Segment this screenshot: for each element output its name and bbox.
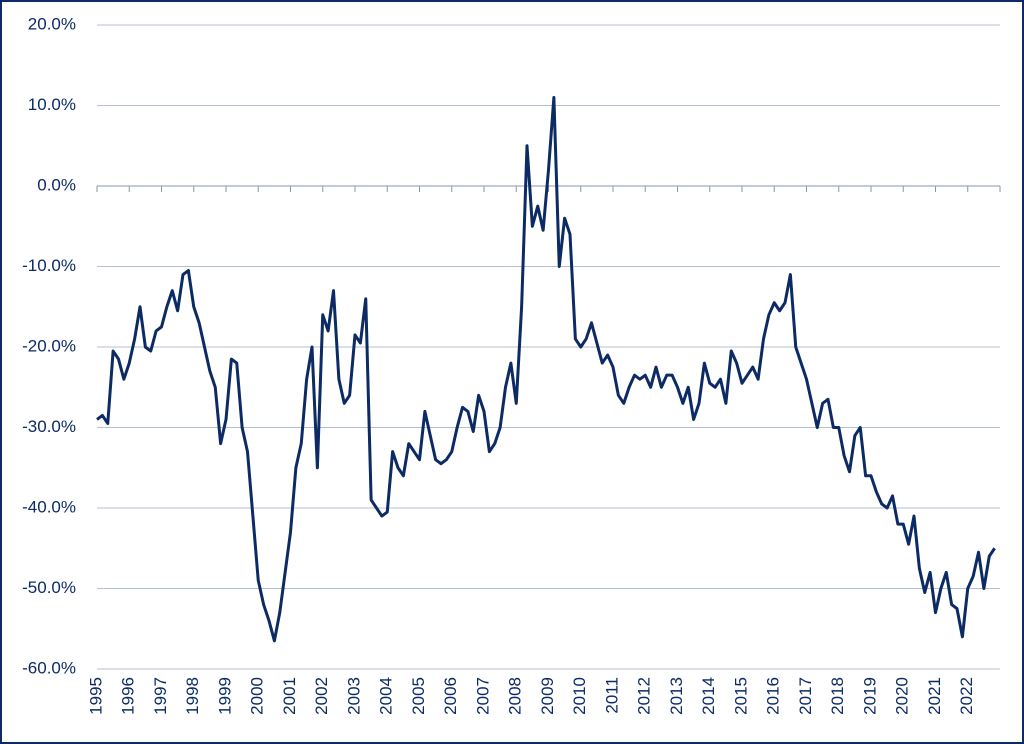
x-tick-label: 2005 [409, 677, 428, 715]
x-tick-label: 2004 [377, 677, 396, 715]
x-tick-label: 2016 [764, 677, 783, 715]
x-tick-label: 2012 [635, 677, 654, 715]
x-tick-label: 2009 [538, 677, 557, 715]
x-tick-label: 2006 [441, 677, 460, 715]
y-tick-label: 10.0% [28, 95, 76, 114]
line-series [96, 95, 996, 643]
x-tick-label: 2013 [667, 677, 686, 715]
x-tick-label: 2001 [280, 677, 299, 715]
x-tick-label: 2018 [828, 677, 847, 715]
x-tick-label: 2011 [602, 677, 621, 714]
x-tick-label: 1995 [86, 677, 105, 715]
y-tick-label: 0.0% [37, 175, 76, 194]
x-tick-label: 2014 [699, 677, 718, 715]
y-tick-label: -40.0% [22, 497, 76, 516]
x-tick-label: 2002 [312, 677, 331, 715]
x-tick-label: 2022 [957, 677, 976, 715]
x-tick-label: 2019 [860, 677, 879, 715]
y-tick-label: -20.0% [22, 336, 76, 355]
x-tick-label: 2017 [796, 677, 815, 715]
y-tick-label: -60.0% [22, 658, 76, 677]
x-tick-label: 2008 [506, 677, 525, 715]
x-tick-label: 2000 [248, 677, 267, 715]
x-tick-label: 1997 [151, 677, 170, 715]
y-tick-label: -10.0% [22, 256, 76, 275]
x-tick-label: 2021 [925, 677, 944, 715]
x-tick-label: 2003 [344, 677, 363, 715]
y-tick-label: -30.0% [22, 417, 76, 436]
y-tick-label: -50.0% [22, 578, 76, 597]
x-tick-label: 1998 [183, 677, 202, 715]
x-tick-label: 2015 [731, 677, 750, 715]
x-tick-label: 2010 [570, 677, 589, 715]
x-tick-label: 1999 [215, 677, 234, 715]
x-tick-label: 2007 [473, 677, 492, 715]
y-tick-label: 20.0% [28, 14, 76, 33]
x-tick-label: 2020 [893, 677, 912, 715]
x-tick-label: 1996 [119, 677, 138, 715]
